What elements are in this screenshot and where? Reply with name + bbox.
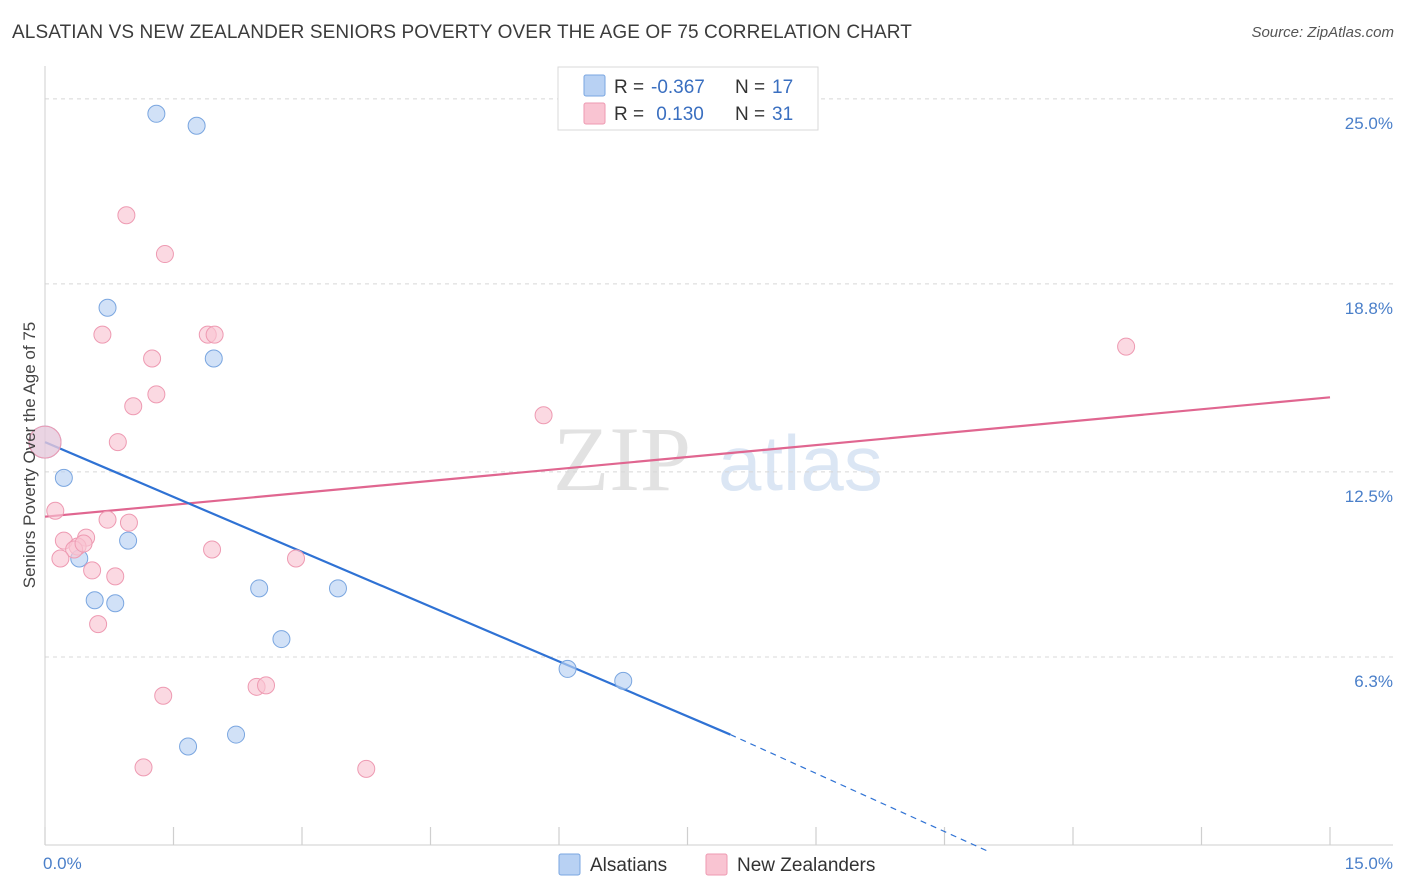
point-alsatians	[187, 116, 206, 135]
point-new-zealanders	[46, 501, 65, 520]
point-new-zealanders	[106, 567, 125, 586]
legend-swatch-new-zealanders	[583, 102, 606, 125]
y-axis-label: Seniors Poverty Over the Age of 75	[20, 322, 39, 588]
y-tick-label: 25.0%	[1345, 114, 1393, 133]
grid	[45, 98, 1393, 658]
point-new-zealanders	[147, 385, 166, 404]
bottom-legend-swatch-alsatians	[558, 853, 581, 876]
point-alsatians	[328, 579, 347, 598]
point-new-zealanders	[534, 406, 553, 425]
point-new-zealanders	[119, 513, 138, 532]
legend-r-label-1: R =	[614, 77, 644, 98]
point-alsatians	[106, 594, 125, 613]
point-new-zealanders	[117, 206, 136, 225]
point-new-zealanders	[28, 425, 62, 459]
point-alsatians	[179, 737, 198, 756]
point-new-zealanders	[98, 510, 117, 529]
point-new-zealanders	[108, 433, 127, 452]
point-alsatians	[98, 298, 117, 317]
point-alsatians	[119, 531, 138, 550]
point-new-zealanders	[134, 758, 153, 777]
point-new-zealanders	[51, 549, 70, 568]
correlation-legend: R = -0.367 N = 17 R = 0.130 N = 31	[557, 66, 819, 131]
point-alsatians	[54, 468, 73, 487]
point-new-zealanders	[124, 397, 143, 416]
y-tick-label: 6.3%	[1354, 672, 1393, 691]
point-new-zealanders	[155, 245, 174, 264]
legend-r-value-1: -0.367	[651, 77, 705, 98]
x-tick-label: 0.0%	[43, 854, 82, 873]
y-tick-label: 18.8%	[1345, 299, 1393, 318]
bottom-legend-label-alsatians: Alsatians	[590, 855, 667, 876]
point-new-zealanders	[287, 549, 306, 568]
legend-r-label-2: R =	[614, 104, 644, 125]
point-new-zealanders	[143, 349, 162, 368]
bottom-legend-swatch-new-zealanders	[705, 853, 728, 876]
legend-n-value-1: 17	[772, 77, 793, 98]
chart-title: ALSATIAN VS NEW ZEALANDER SENIORS POVERT…	[12, 22, 912, 43]
point-new-zealanders	[154, 686, 173, 705]
point-new-zealanders	[203, 540, 222, 559]
trend-line-alsatians-extension	[730, 734, 988, 852]
legend-n-label-1: N =	[735, 77, 765, 98]
source-label: Source: ZipAtlas.com	[1251, 24, 1394, 41]
point-new-zealanders	[74, 534, 93, 553]
tick-labels: 25.0% 18.8% 12.5% 6.3% 0.0% 15.0%	[43, 114, 1393, 873]
point-new-zealanders	[1117, 337, 1136, 356]
point-new-zealanders	[257, 676, 276, 695]
point-alsatians	[85, 591, 104, 610]
data-points	[28, 104, 1136, 778]
point-alsatians	[147, 104, 166, 123]
watermark-atlas: atlas	[718, 419, 883, 507]
point-new-zealanders	[93, 325, 112, 344]
bottom-legend-label-new-zealanders: New Zealanders	[737, 855, 875, 876]
legend-n-value-2: 31	[772, 104, 793, 125]
legend-n-label-2: N =	[735, 104, 765, 125]
point-alsatians	[272, 630, 291, 649]
legend-r-value-2: 0.130	[651, 104, 704, 125]
point-alsatians	[558, 659, 577, 678]
point-alsatians	[204, 349, 223, 368]
legend-swatch-alsatians	[583, 74, 606, 97]
point-new-zealanders	[357, 759, 376, 778]
series-legend: Alsatians New Zealanders	[558, 853, 875, 876]
point-alsatians	[250, 579, 269, 598]
point-alsatians	[614, 671, 633, 690]
point-new-zealanders	[83, 561, 102, 580]
x-tick-label: 15.0%	[1345, 854, 1393, 873]
point-alsatians	[227, 725, 246, 744]
point-new-zealanders	[205, 325, 224, 344]
trend-line-new-zealanders	[44, 396, 1331, 518]
point-new-zealanders	[89, 615, 108, 634]
y-tick-label: 12.5%	[1345, 487, 1393, 506]
